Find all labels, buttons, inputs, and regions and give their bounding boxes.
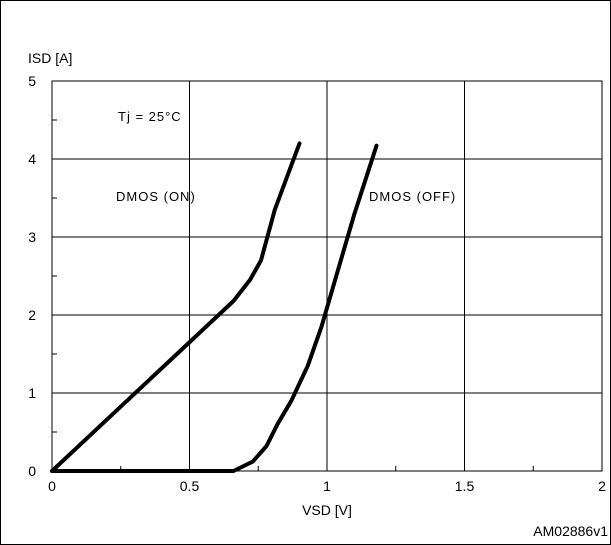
x-tick-label: 0.5 [180, 478, 200, 494]
grid-lines [51, 80, 603, 472]
y-tick-label: 4 [28, 151, 36, 167]
x-tick-label: 1 [323, 478, 331, 494]
x-tick-label: 2 [598, 478, 606, 494]
y-tick-label: 3 [28, 229, 36, 245]
y-tick-label: 0 [28, 463, 36, 479]
x-tick-label: 1.5 [455, 478, 475, 494]
y-tick-label: 5 [28, 73, 36, 89]
series-line-dmos-on [50, 141, 302, 473]
dmos-off-label: DMOS (OFF) [369, 189, 456, 204]
x-axis-label: VSD [V] [302, 502, 352, 518]
x-tick-label: 0 [48, 478, 56, 494]
series-group [50, 141, 379, 473]
minor-ticks [52, 119, 534, 471]
x-tick-labels: 0 0.5 1 1.5 2 [48, 478, 606, 494]
y-tick-label: 1 [28, 385, 36, 401]
y-axis-label: ISD [A] [28, 50, 72, 66]
condition-annotation: Tj = 25°C [118, 109, 182, 124]
y-tick-label: 2 [28, 307, 36, 323]
figure-id: AM02886v1 [533, 523, 608, 539]
dmos-on-label: DMOS (ON) [116, 189, 196, 204]
series-line-dmos-off [50, 143, 379, 473]
y-tick-labels: 0 1 2 3 4 5 [28, 73, 36, 479]
